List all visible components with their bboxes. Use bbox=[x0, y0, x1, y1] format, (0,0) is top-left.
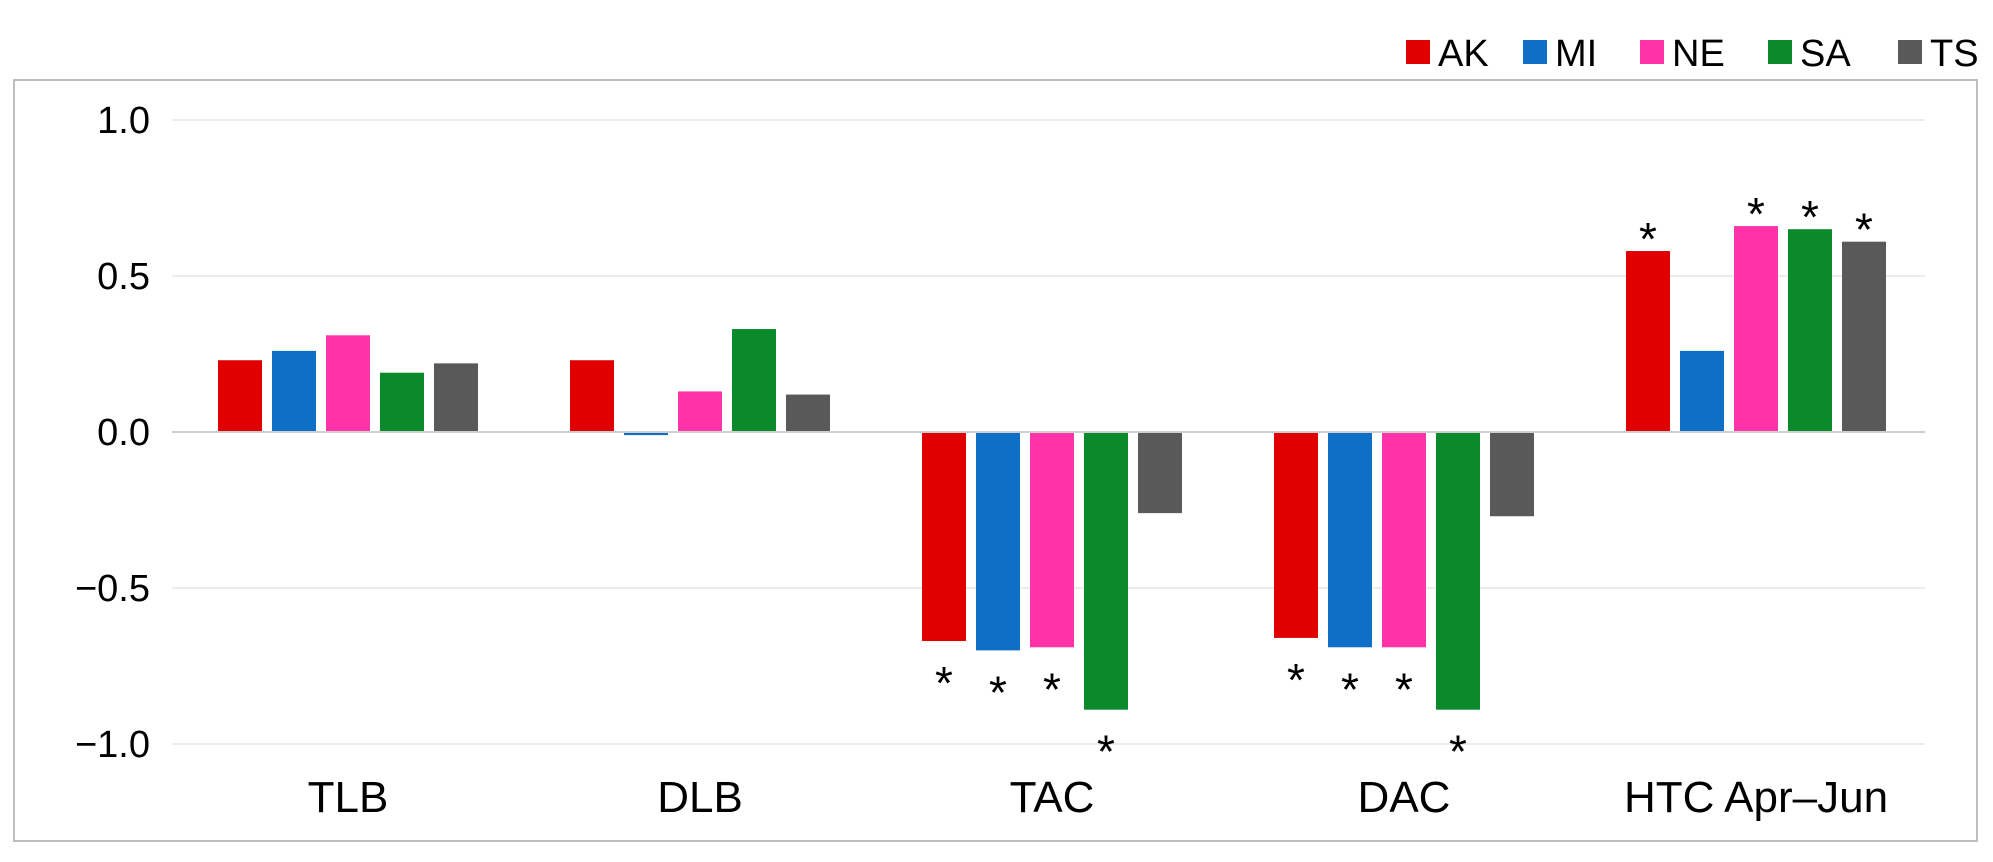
legend-label-mi: MI bbox=[1555, 33, 1597, 75]
bar-sa-0 bbox=[380, 372, 424, 432]
legend-label-ak: AK bbox=[1438, 33, 1489, 75]
legend-label-ne: NE bbox=[1672, 33, 1725, 75]
bar-ne-0 bbox=[326, 335, 370, 432]
significance-star: * bbox=[1341, 663, 1359, 715]
bar-ts-4 bbox=[1842, 241, 1886, 432]
significance-star: * bbox=[1639, 213, 1657, 265]
significance-star: * bbox=[1287, 654, 1305, 706]
category-label: DLB bbox=[657, 773, 743, 822]
bar-ne-4 bbox=[1734, 226, 1778, 432]
significance-star: * bbox=[935, 657, 953, 709]
bar-mi-2 bbox=[976, 432, 1020, 651]
bar-ak-2 bbox=[922, 432, 966, 642]
significance-star: * bbox=[989, 666, 1007, 718]
y-tick-label: 1.0 bbox=[97, 100, 150, 142]
category-label: TAC bbox=[1010, 773, 1095, 822]
legend-swatch-ne bbox=[1640, 40, 1664, 64]
bar-ak-0 bbox=[218, 360, 262, 432]
x-axis-category-labels: TLB DLB TAC DAC HTC Apr–Jun bbox=[308, 773, 1888, 822]
legend-swatch-mi bbox=[1523, 40, 1547, 64]
significance-star: * bbox=[1449, 726, 1467, 778]
y-tick-label: 0.0 bbox=[97, 412, 150, 454]
bar-ts-2 bbox=[1138, 432, 1182, 514]
bar-sa-2 bbox=[1084, 432, 1128, 710]
legend-swatch-ak bbox=[1406, 40, 1430, 64]
legend-swatch-sa bbox=[1768, 40, 1792, 64]
bar-mi-3 bbox=[1328, 432, 1372, 648]
legend: AK MI NE SA TS bbox=[1406, 33, 1979, 75]
y-tick-label: −0.5 bbox=[75, 568, 150, 610]
bar-ne-1 bbox=[678, 391, 722, 432]
legend-label-sa: SA bbox=[1800, 33, 1851, 75]
category-label: DAC bbox=[1358, 773, 1451, 822]
bar-mi-0 bbox=[272, 350, 316, 432]
significance-star: * bbox=[1395, 663, 1413, 715]
bar-sa-4 bbox=[1788, 229, 1832, 432]
bar-mi-1 bbox=[624, 432, 668, 436]
bars bbox=[218, 226, 1886, 710]
significance-markers: * * * * * * * * * * * * bbox=[935, 188, 1873, 778]
bar-ts-0 bbox=[434, 363, 478, 432]
bar-sa-1 bbox=[732, 329, 776, 432]
bar-mi-4 bbox=[1680, 350, 1724, 432]
bar-ts-3 bbox=[1490, 432, 1534, 517]
bar-ak-4 bbox=[1626, 251, 1670, 432]
bar-ak-3 bbox=[1274, 432, 1318, 638]
significance-star: * bbox=[1747, 188, 1765, 240]
bar-sa-3 bbox=[1436, 432, 1480, 710]
significance-star: * bbox=[1097, 726, 1115, 778]
y-tick-label: 0.5 bbox=[97, 256, 150, 298]
legend-swatch-ts bbox=[1898, 40, 1922, 64]
bar-ne-2 bbox=[1030, 432, 1074, 648]
significance-star: * bbox=[1043, 663, 1061, 715]
bar-ak-1 bbox=[570, 360, 614, 432]
legend-label-ts: TS bbox=[1930, 33, 1979, 75]
category-label: HTC Apr–Jun bbox=[1624, 773, 1888, 822]
bar-ts-1 bbox=[786, 394, 830, 432]
bar-ne-3 bbox=[1382, 432, 1426, 648]
category-label: TLB bbox=[308, 773, 389, 822]
significance-star: * bbox=[1855, 204, 1873, 256]
significance-star: * bbox=[1801, 191, 1819, 243]
y-axis-ticks: 1.0 0.5 0.0 −0.5 −1.0 bbox=[75, 100, 150, 766]
y-tick-label: −1.0 bbox=[75, 724, 150, 766]
